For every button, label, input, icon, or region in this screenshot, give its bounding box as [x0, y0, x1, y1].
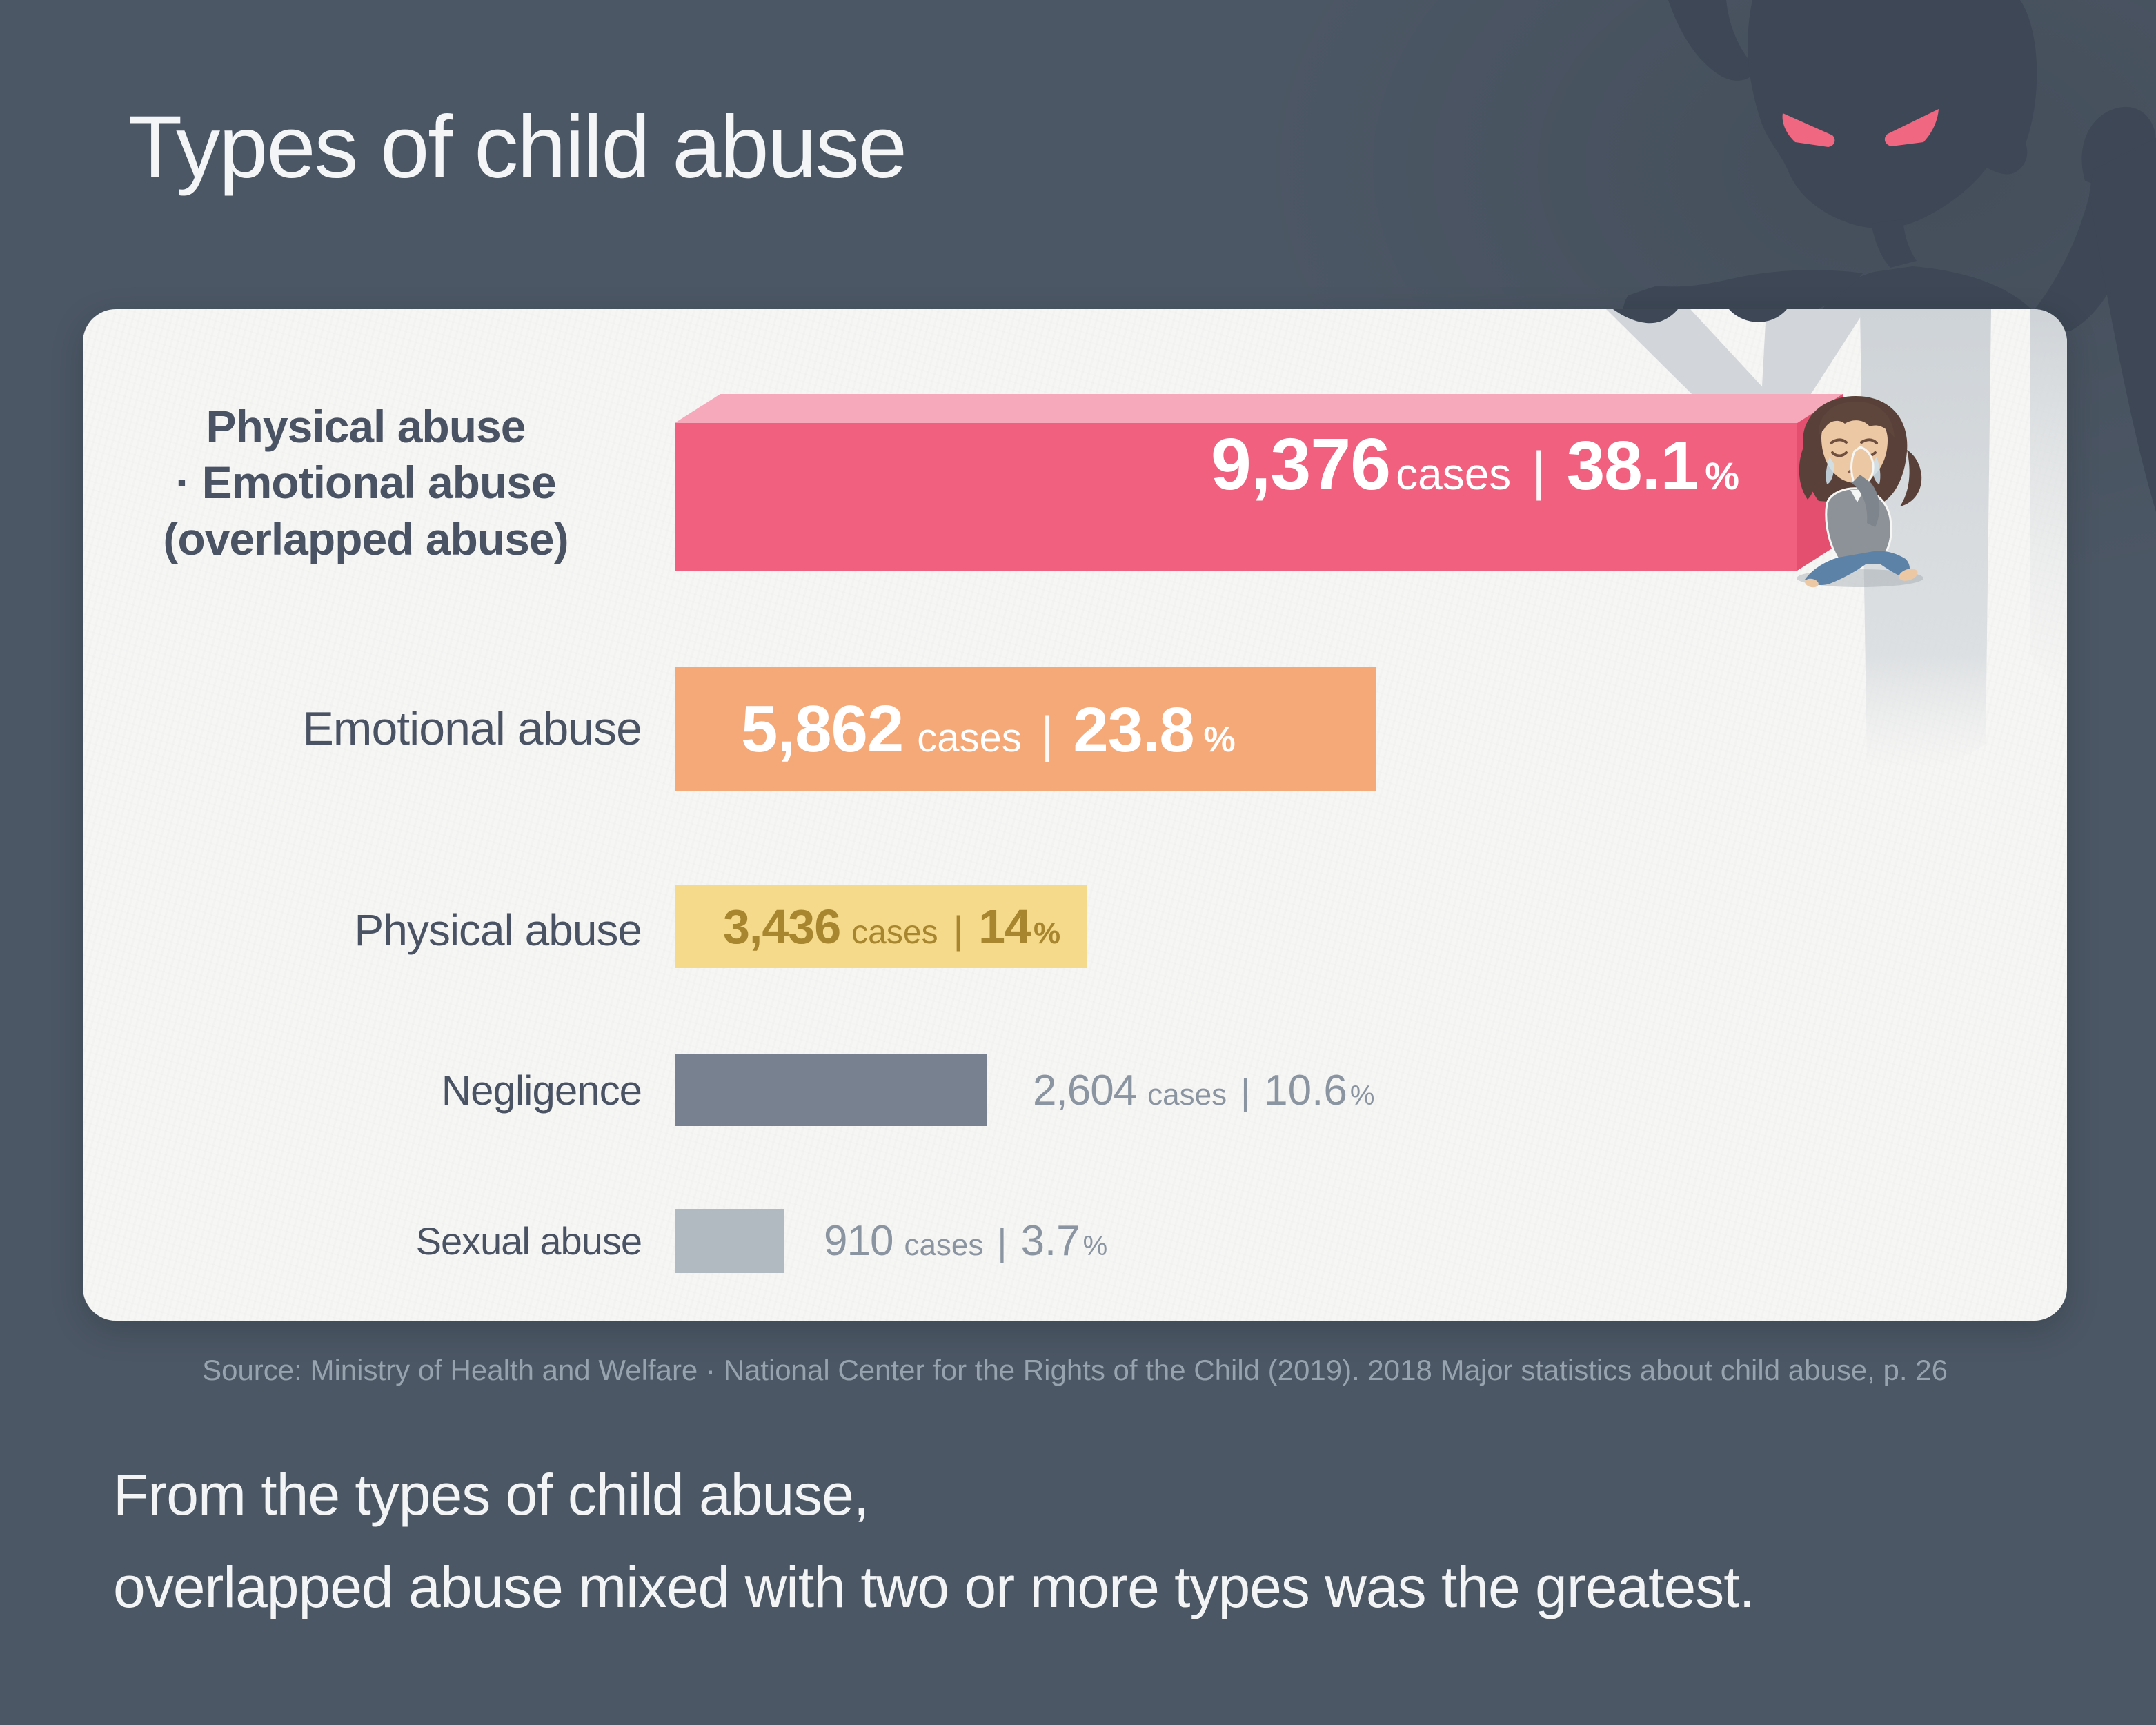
cases-value: 9,376 — [1210, 424, 1391, 505]
percent-sign: % — [1349, 1080, 1375, 1111]
crying-child-illustration — [1797, 396, 1923, 588]
percent-sign: % — [1082, 1231, 1108, 1261]
cases-unit: cases — [1396, 449, 1512, 499]
percent-sign: % — [1705, 454, 1739, 497]
row-label-sexual-abuse: Sexual abuse — [415, 1219, 642, 1263]
row-label-line: Physical abuse — [206, 401, 526, 453]
percent-value: 14 — [978, 900, 1031, 954]
percent-value: 3.7 — [1020, 1217, 1080, 1265]
percent-sign: % — [1033, 916, 1061, 950]
cases-unit: cases — [1147, 1077, 1227, 1112]
page-title: Types of child abuse — [128, 98, 907, 197]
row-label-line: (overlapped abuse) — [163, 513, 568, 564]
divider: | — [997, 1222, 1007, 1263]
bar-emotional-abuse: 5,862 cases | 23.8 % — [675, 667, 1376, 791]
bar-overlapped-abuse — [675, 394, 1843, 571]
row-label-physical-abuse: Physical abuse — [354, 905, 642, 955]
footer-text-line1: From the types of child abuse, — [113, 1462, 869, 1527]
abuser-eyes-icon — [1782, 109, 1939, 147]
bar-value-label: 5,862 cases | 23.8 % — [675, 691, 1376, 767]
bar-value-label: 9,376 cases | 38.1 % — [675, 423, 1797, 571]
divider: | — [953, 908, 964, 952]
bar-value-label: 3,436 cases | 14 % — [675, 899, 1087, 954]
bar-sexual-abuse — [675, 1209, 784, 1273]
cases-value: 2,604 — [1033, 1066, 1137, 1114]
cases-value: 3,436 — [723, 900, 841, 954]
percent-value: 23.8 — [1073, 694, 1194, 765]
percent-value: 10.6 — [1264, 1066, 1347, 1114]
cases-value: 5,862 — [741, 691, 904, 766]
cases-unit: cases — [904, 1228, 984, 1262]
percent-value: 38.1 — [1566, 427, 1699, 504]
bar-negligence — [675, 1054, 987, 1126]
divider: | — [1240, 1071, 1251, 1113]
card-shadow-overlay — [1606, 309, 2067, 769]
percent-sign: % — [1203, 719, 1236, 760]
row-label-overlapped-abuse: Physical abuse · Emotional abuse (overla… — [90, 401, 642, 564]
row-label-line: · Emotional abuse — [175, 457, 556, 509]
cases-unit: cases — [917, 715, 1022, 760]
divider: | — [1532, 440, 1546, 501]
bar-physical-abuse: 3,436 cases | 14 % — [675, 885, 1087, 968]
bar-value-label: 910 cases | 3.7 % — [824, 1209, 1107, 1273]
divider: | — [1040, 707, 1054, 762]
cases-unit: cases — [851, 914, 938, 951]
footer-text-line2: overlapped abuse mixed with two or more … — [113, 1555, 1755, 1619]
row-label-negligence: Negligence — [441, 1067, 642, 1114]
source-note: Source: Ministry of Health and Welfare ·… — [202, 1354, 1948, 1386]
bar-value-label: 2,604 cases | 10.6 % — [1033, 1054, 1374, 1126]
cases-value: 910 — [824, 1217, 893, 1265]
row-label-emotional-abuse: Emotional abuse — [302, 702, 642, 755]
